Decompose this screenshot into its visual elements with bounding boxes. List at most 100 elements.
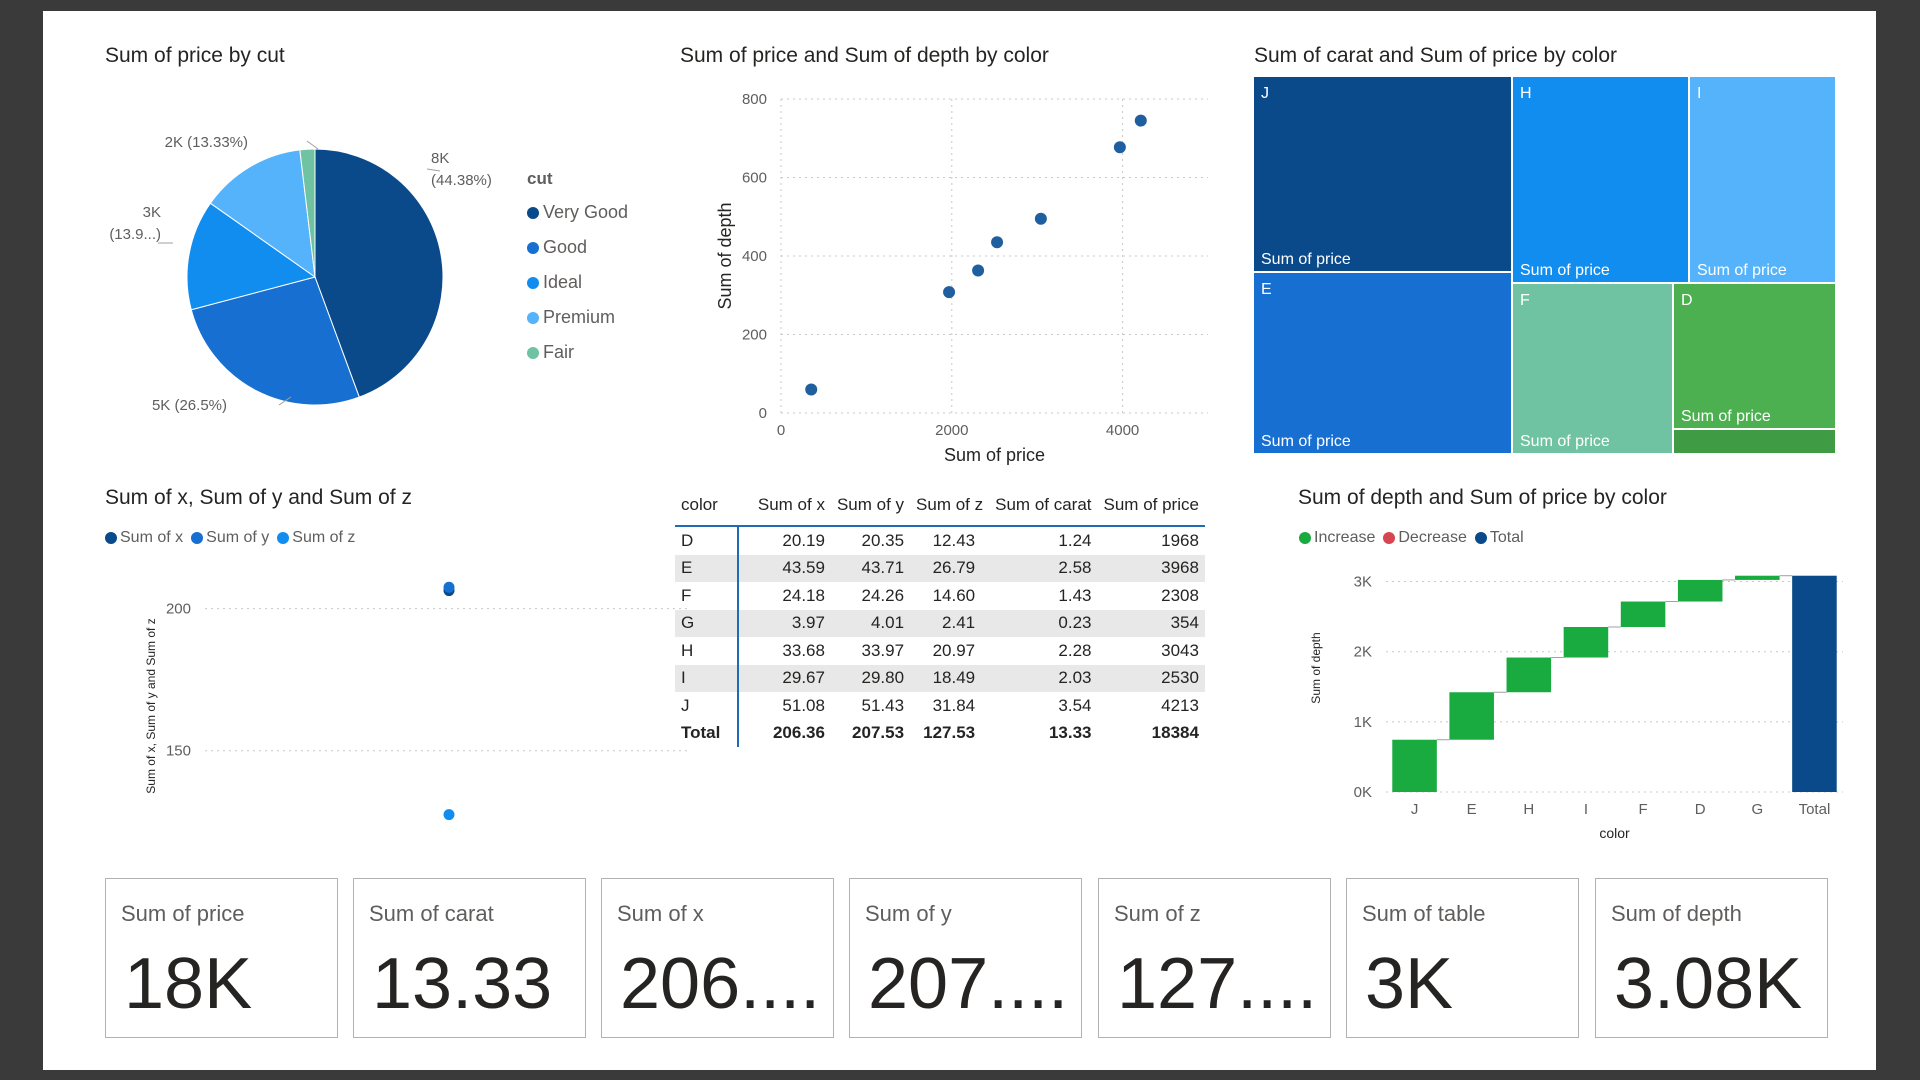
waterfall-bar-d[interactable]: [1677, 579, 1723, 602]
table-row[interactable]: E 43.59 43.71 26.79 2.58 3968: [675, 554, 1205, 582]
pie-data-label: 5K (26.5%): [152, 397, 227, 414]
pie-chart[interactable]: 8K (44.38%) 5K (26.5%) 3K (13.9...) 2K (13.33…: [43, 71, 643, 431]
pie-legend-item[interactable]: Good: [527, 230, 628, 265]
table-cell: 18384: [1151, 723, 1199, 743]
table-cell: 20.97: [932, 640, 976, 660]
table-cell: 3.54: [1058, 695, 1092, 715]
pie-slice-good[interactable]: [190, 276, 360, 406]
kpi-card-label: Sum of table: [1362, 901, 1486, 926]
table-cell: 24.26: [861, 585, 905, 605]
table-cell: 1.24: [1058, 530, 1092, 550]
x-tick-label: E: [1467, 801, 1477, 818]
pie-legend-item[interactable]: Premium: [527, 300, 628, 335]
y-tick-label: 200: [166, 601, 191, 618]
waterfall-bar-e[interactable]: [1449, 692, 1494, 740]
table-cell: Total: [675, 719, 739, 747]
kpi-card-label: Sum of price: [121, 901, 245, 926]
waterfall-bar-h[interactable]: [1506, 657, 1552, 693]
table-cell: E: [675, 554, 739, 582]
kpi-card-sum-of-price[interactable]: Sum of price 18K: [105, 878, 338, 1038]
waterfall-bar-j[interactable]: [1392, 739, 1437, 792]
kpi-card-sum-of-x[interactable]: Sum of x 206....: [601, 878, 834, 1038]
waterfall-legend-item[interactable]: Total: [1474, 529, 1524, 547]
y-tick-label: 1K: [1354, 714, 1372, 731]
table-cell: 14.60: [932, 585, 976, 605]
pie-slice-premium[interactable]: [209, 149, 316, 279]
matrix-column-header[interactable]: Sum of y: [830, 495, 911, 527]
matrix-column-header[interactable]: Sum of x: [737, 495, 831, 527]
y-tick-label: 200: [742, 327, 767, 344]
x-tick-label: 0: [777, 422, 785, 439]
pie-legend-item[interactable]: Very Good: [527, 195, 628, 230]
kpi-card-sum-of-y[interactable]: Sum of y 207....: [849, 878, 1082, 1038]
kpi-card-value: 127....: [1117, 944, 1318, 1024]
treemap-tile-label: F: [1520, 292, 1530, 309]
matrix-column-header[interactable]: Sum of z: [910, 495, 990, 527]
x-tick-label: F: [1638, 801, 1647, 818]
table-row[interactable]: G 3.97 4.01 2.41 0.23 354: [675, 609, 1205, 637]
pie-slice-fair[interactable]: [299, 148, 316, 278]
treemap-tile-e[interactable]: E Sum of price: [1253, 272, 1512, 454]
pie-leader-line: [306, 140, 319, 150]
scatter-point[interactable]: [805, 383, 818, 396]
treemap-tile-g[interactable]: [1673, 429, 1836, 454]
table-cell: F: [675, 582, 739, 610]
table-cell: 2530: [1097, 664, 1205, 692]
treemap-tile-label: I: [1697, 85, 1702, 102]
table-row[interactable]: D 20.19 20.35 12.43 1.24 1968: [675, 526, 1205, 555]
treemap-tile-f[interactable]: F Sum of price: [1512, 283, 1673, 454]
xyz-scatter-chart[interactable]: 150 200 Sum of x, Sum of y and Sum of z: [83, 556, 688, 821]
pie-slice-ideal[interactable]: [186, 202, 317, 311]
scatter-price-depth-chart[interactable]: 0 200 400 600 800 0 2000 4000 Sum of price Sum of…: [663, 71, 1223, 471]
treemap-tile-j[interactable]: J Sum of price: [1253, 76, 1512, 272]
scatter-point[interactable]: [1034, 212, 1047, 225]
table-row[interactable]: I 29.67 29.80 18.49 2.03 2530: [675, 664, 1205, 692]
waterfall-legend-item[interactable]: Decrease: [1383, 529, 1467, 547]
legend-dot-icon: [1383, 532, 1396, 544]
pie-leader-line: [278, 396, 292, 406]
matrix-column-header[interactable]: color: [675, 495, 738, 527]
scatter-point[interactable]: [1113, 141, 1126, 154]
matrix-column-header[interactable]: Sum of price: [1097, 495, 1205, 527]
waterfall-bar-g[interactable]: [1735, 575, 1780, 580]
x-tick-label: 4000: [1106, 422, 1139, 439]
y-axis-label: Sum of depth: [715, 202, 735, 309]
waterfall-legend-item[interactable]: Increase: [1299, 529, 1375, 547]
table-row[interactable]: H 33.68 33.97 20.97 2.28 3043: [675, 637, 1205, 665]
scatter-point[interactable]: [972, 264, 985, 277]
waterfall-chart[interactable]: 0K 1K 2K 3K Sum of depth J E H I F D G Total color: [1288, 556, 1848, 856]
waterfall-bar-total[interactable]: [1792, 575, 1837, 792]
table-row[interactable]: F 24.18 24.26 14.60 1.43 2308: [675, 582, 1205, 610]
xyz-legend-label: Sum of y: [206, 529, 270, 546]
treemap-tile-sublabel: Sum of price: [1697, 262, 1787, 279]
scatter-point[interactable]: [991, 236, 1004, 249]
table-cell: 127.53: [923, 723, 976, 743]
pie-slice-very-good[interactable]: [314, 148, 444, 398]
kpi-card-sum-of-z[interactable]: Sum of z 127....: [1098, 878, 1331, 1038]
treemap-tile-d[interactable]: D Sum of price: [1673, 283, 1836, 429]
xyz-legend-item[interactable]: Sum of z: [277, 529, 355, 547]
treemap-chart[interactable]: J Sum of price H Sum of price I Sum of price E…: [1253, 76, 1836, 454]
kpi-card-sum-of-carat[interactable]: Sum of carat 13.33: [353, 878, 586, 1038]
waterfall-bar-i[interactable]: [1563, 626, 1609, 658]
treemap-tile-i[interactable]: I Sum of price: [1689, 76, 1836, 283]
pie-data-label: (13.9...): [109, 226, 161, 243]
xyz-legend-item[interactable]: Sum of x: [105, 529, 183, 547]
pie-legend-item[interactable]: Fair: [527, 335, 628, 370]
waterfall-bar-f[interactable]: [1620, 601, 1666, 627]
scatter-point-sum-of-z[interactable]: [443, 809, 455, 821]
scatter-point[interactable]: [943, 286, 956, 299]
pie-data-label: 3K: [143, 204, 161, 221]
kpi-card-sum-of-table[interactable]: Sum of table 3K: [1346, 878, 1579, 1038]
table-row[interactable]: J 51.08 51.43 31.84 3.54 4213: [675, 692, 1205, 720]
scatter-point-sum-of-y[interactable]: [443, 581, 455, 593]
kpi-card-sum-of-depth[interactable]: Sum of depth 3.08K: [1595, 878, 1828, 1038]
kpi-card-value: 13.33: [372, 944, 553, 1024]
x-tick-label: J: [1411, 801, 1419, 818]
xyz-legend-item[interactable]: Sum of y: [191, 529, 269, 547]
treemap-tile-h[interactable]: H Sum of price: [1512, 76, 1689, 283]
matrix-column-header[interactable]: Sum of carat: [989, 495, 1098, 527]
pie-legend-item[interactable]: Ideal: [527, 265, 628, 300]
kpi-card-value: 206....: [620, 944, 821, 1024]
scatter-point[interactable]: [1134, 114, 1147, 127]
